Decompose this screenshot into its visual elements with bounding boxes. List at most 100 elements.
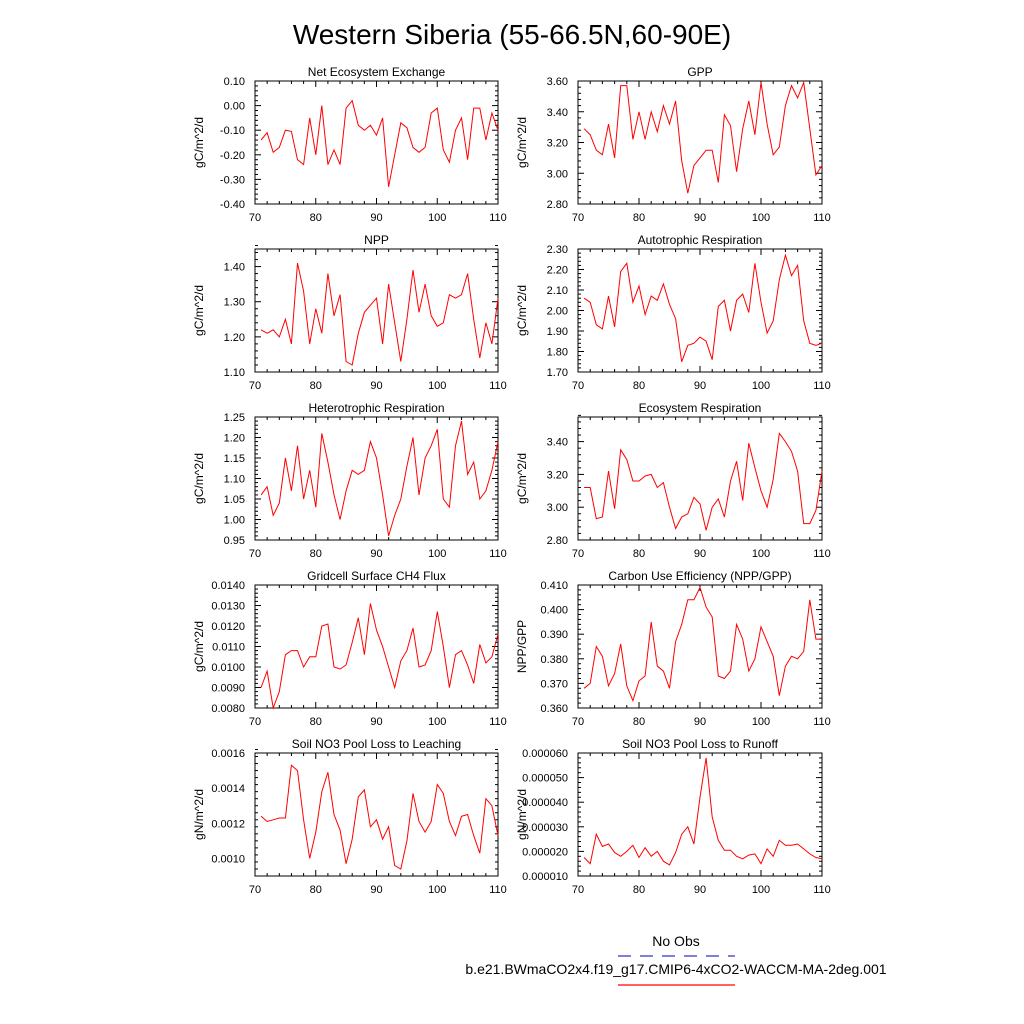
y-tick-label: 3.20	[547, 138, 568, 150]
y-tick-label: 0.0080	[211, 703, 245, 715]
x-tick-label: 70	[249, 380, 261, 392]
y-tick-label: 3.00	[547, 168, 568, 180]
y-tick-label: 0.0016	[211, 748, 245, 760]
x-tick-label: 110	[489, 548, 507, 560]
y-tick-label: 1.10	[224, 474, 245, 486]
y-tick-label: 1.20	[224, 332, 245, 344]
x-tick-label: 80	[310, 212, 322, 224]
x-tick-label: 110	[813, 884, 831, 896]
x-tick-label: 100	[752, 380, 770, 392]
y-tick-label: 3.00	[547, 502, 568, 514]
x-tick-label: 90	[370, 212, 382, 224]
y-tick-label: 0.0012	[211, 818, 245, 830]
panel-title: Gridcell Surface CH4 Flux	[307, 569, 446, 583]
y-tick-label: 1.25	[224, 412, 245, 424]
x-tick-label: 80	[310, 716, 322, 728]
y-tick-label: 3.40	[547, 437, 568, 449]
y-tick-label: 0.410	[540, 580, 568, 592]
y-tick-label: 0.390	[540, 629, 568, 641]
x-tick-label: 80	[633, 212, 645, 224]
plot-frame	[254, 248, 499, 373]
y-tick-label: -0.10	[220, 125, 245, 137]
y-axis-label: gC/m^2/d	[192, 285, 206, 336]
series-line	[260, 420, 499, 537]
y-axis-label: gC/m^2/d	[192, 453, 206, 504]
x-tick-label: 100	[752, 716, 770, 728]
y-tick-label: 0.0130	[211, 601, 245, 613]
legend-model-label: b.e21.BWmaCO2x4.f19_g17.CMIP6-4xCO2-WACC…	[465, 961, 886, 977]
x-tick-label: 80	[633, 380, 645, 392]
x-tick-label: 70	[249, 212, 261, 224]
x-tick-label: 90	[694, 548, 706, 560]
series-line	[260, 99, 499, 187]
plot-frame	[577, 584, 823, 709]
panel-title: Ecosystem Respiration	[639, 401, 762, 415]
x-tick-label: 110	[489, 884, 507, 896]
series-line	[584, 432, 823, 531]
series-line	[260, 764, 499, 870]
plot-frame	[577, 752, 823, 877]
x-tick-label: 80	[633, 884, 645, 896]
y-tick-label: 1.80	[547, 347, 568, 359]
y-tick-label: 0.0140	[211, 580, 245, 592]
y-tick-label: 2.00	[547, 306, 568, 318]
y-tick-label: 0.0110	[212, 642, 245, 654]
y-tick-label: 0.360	[540, 703, 568, 715]
chart-panel-5: Heterotrophic Respiration gC/m^2/d 70 80 90 1…	[192, 401, 507, 560]
chart-panel-7: Gridcell Surface CH4 Flux gC/m^2/d 70 80 90 1…	[192, 569, 507, 728]
chart-panel-9: Soil NO3 Pool Loss to Leaching gN/m^2/d 70…	[192, 737, 507, 896]
legend-obs-label: No Obs	[652, 933, 699, 949]
panel-title: Autotrophic Respiration	[638, 233, 763, 247]
y-tick-label: -0.40	[220, 199, 245, 211]
chart-panel-10: Soil NO3 Pool Loss to Runoff gN/m^2/d 70 80…	[515, 737, 831, 896]
y-tick-label: 1.00	[224, 515, 245, 527]
x-tick-label: 90	[694, 884, 706, 896]
y-tick-label: 0.380	[540, 654, 568, 666]
plot-frame	[254, 416, 499, 541]
plot-frame	[577, 80, 823, 205]
x-tick-label: 100	[752, 884, 770, 896]
chart-panel-8: Carbon Use Efficiency (NPP/GPP) NPP/GPP 70…	[515, 569, 831, 728]
y-axis-label: gC/m^2/d	[192, 117, 206, 168]
y-tick-label: 2.20	[547, 265, 568, 277]
chart-panel-4: Autotrophic Respiration gC/m^2/d 70 80 90 100…	[515, 233, 831, 392]
panel-title: Soil NO3 Pool Loss to Runoff	[622, 737, 779, 751]
panel-title: Soil NO3 Pool Loss to Leaching	[292, 737, 461, 751]
y-axis-label: gC/m^2/d	[192, 621, 206, 672]
x-tick-label: 100	[428, 212, 446, 224]
panel-grid: Net Ecosystem Exchange gC/m^2/d 70 80 90 100 1…	[192, 65, 831, 896]
y-tick-label: 0.000020	[522, 846, 568, 858]
x-tick-label: 70	[249, 548, 261, 560]
y-tick-label: 1.20	[224, 433, 245, 445]
y-tick-label: 1.40	[224, 262, 245, 274]
chart-panel-3: NPP gC/m^2/d 70 80 90 100 110 1.10 1.20 1.30 1.40	[192, 233, 507, 392]
panel-title: Net Ecosystem Exchange	[308, 65, 446, 79]
series-line	[583, 80, 823, 194]
y-tick-label: -0.30	[220, 174, 245, 186]
x-tick-label: 70	[572, 548, 584, 560]
x-tick-label: 70	[249, 716, 261, 728]
plot-frame	[254, 584, 499, 709]
y-tick-label: 2.80	[547, 535, 568, 547]
panel-title: Heterotrophic Respiration	[308, 401, 444, 415]
panel-title: NPP	[364, 233, 389, 247]
y-tick-label: 0.0014	[211, 783, 245, 795]
x-tick-label: 100	[428, 380, 446, 392]
x-tick-label: 80	[633, 548, 645, 560]
x-tick-label: 90	[370, 548, 382, 560]
x-tick-label: 100	[752, 548, 770, 560]
plot-frame	[577, 416, 823, 541]
plot-frame	[254, 752, 499, 877]
x-tick-label: 90	[694, 716, 706, 728]
y-tick-label: 0.000040	[522, 797, 568, 809]
x-tick-label: 90	[370, 380, 382, 392]
y-axis-label: NPP/GPP	[515, 620, 529, 673]
y-tick-label: 1.15	[224, 453, 245, 465]
figure-title: Western Siberia (55-66.5N,60-90E)	[293, 19, 731, 50]
y-tick-label: 3.20	[547, 469, 568, 481]
series-line	[583, 586, 822, 703]
y-tick-label: 1.30	[224, 297, 245, 309]
legend: No Obs b.e21.BWmaCO2x4.f19_g17.CMIP6-4xC…	[465, 933, 887, 986]
x-tick-label: 110	[489, 212, 507, 224]
